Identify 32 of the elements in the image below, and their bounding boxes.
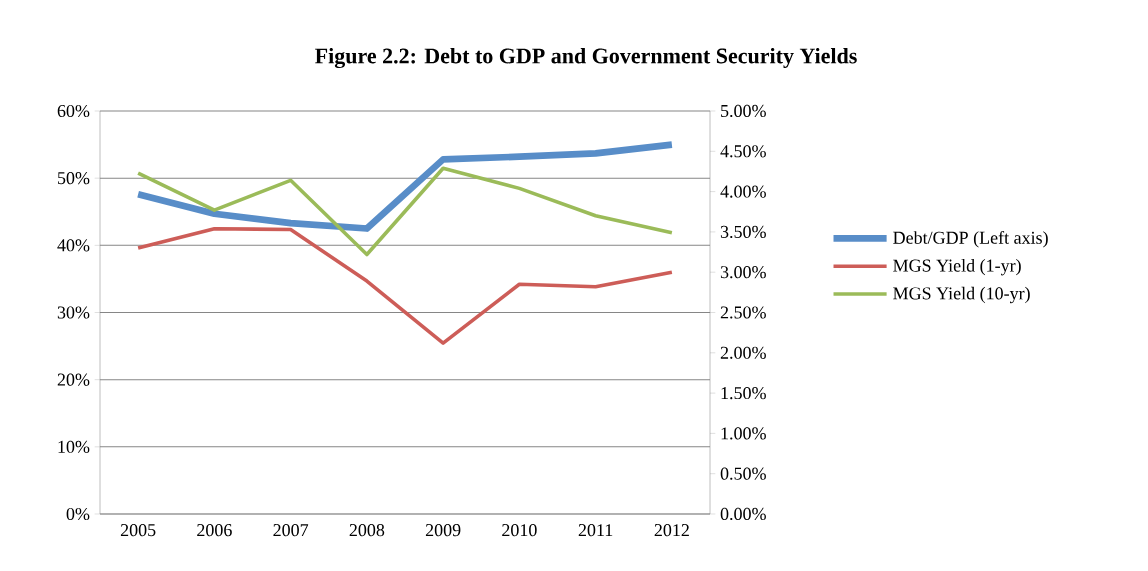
x-tick-label: 2009 bbox=[425, 524, 461, 537]
y2-tick-label: 4.00% bbox=[720, 185, 766, 198]
y-tick-label: 20% bbox=[57, 373, 90, 386]
line-series bbox=[136, 166, 674, 257]
y2-tick-label: 5.00% bbox=[721, 104, 766, 118]
y2-tick-label: 1.00% bbox=[721, 427, 766, 440]
x-tick-label: 2008 bbox=[349, 524, 385, 537]
y2-tick-label: 2.00% bbox=[720, 346, 766, 359]
x-tick-label: 2012 bbox=[654, 524, 689, 537]
chart-title: Figure 2.2: Debt to GDP and Government Security Yields bbox=[315, 47, 857, 69]
x-tick-label: 2010 bbox=[502, 524, 537, 537]
x-tick-label: 2007 bbox=[273, 524, 309, 537]
y2-tick-label: 3.50% bbox=[720, 225, 766, 239]
y-tick-label: 30% bbox=[57, 306, 90, 319]
y2-tick-label: 0.50% bbox=[720, 467, 766, 480]
x-tick-label: 2006 bbox=[197, 524, 232, 537]
y2-tick-label: 2.50% bbox=[720, 306, 766, 319]
x-tick-label: 2005 bbox=[120, 524, 156, 537]
y2-tick-label: 1.50% bbox=[721, 386, 766, 400]
legend-label: MGS Yield (10-yr) bbox=[893, 286, 1030, 304]
y2-tick-label: 0.00% bbox=[720, 507, 766, 521]
y-tick-label: 50% bbox=[58, 172, 90, 185]
y2-tick-label: 3.00% bbox=[720, 266, 766, 279]
y2-tick-label: 4.50% bbox=[720, 145, 766, 158]
legend-label: MGS Yield (1-yr) bbox=[893, 259, 1021, 276]
y-tick-label: 10% bbox=[58, 440, 90, 453]
y-tick-label: 60% bbox=[57, 104, 90, 118]
y-tick-label: 40% bbox=[57, 239, 90, 252]
x-tick-label: 2011 bbox=[578, 524, 613, 537]
y-tick-label: 0% bbox=[66, 507, 90, 521]
line-series bbox=[136, 226, 674, 345]
legend-label: Debt/GDP (Left axis) bbox=[893, 230, 1048, 248]
